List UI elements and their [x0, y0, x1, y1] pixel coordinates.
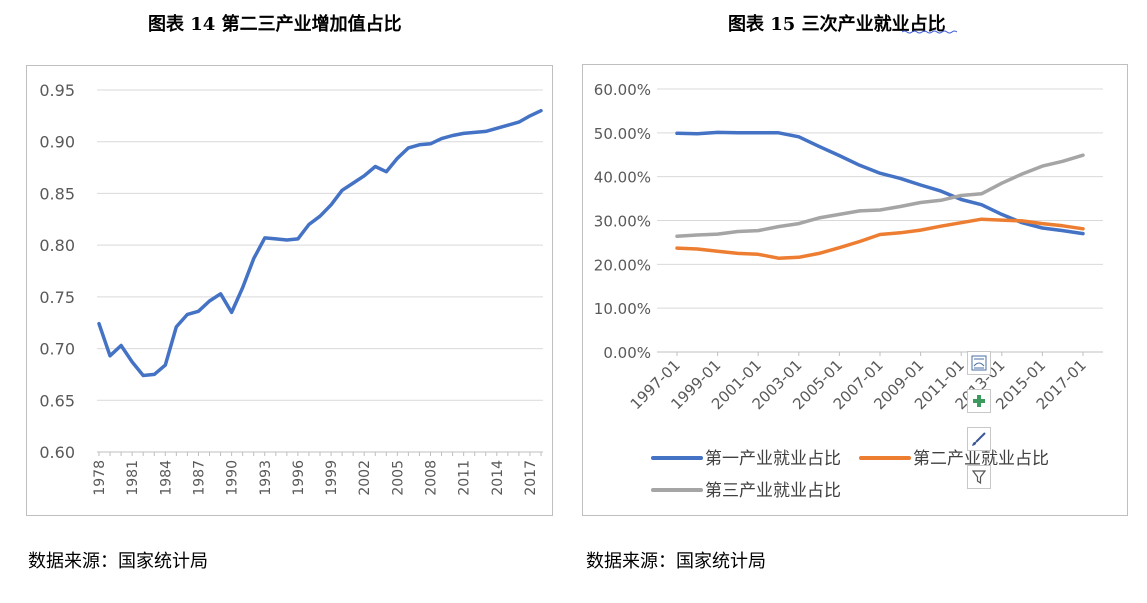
y-tick-label: 30.00% — [594, 213, 651, 231]
x-tick-label: 2014 — [490, 460, 506, 496]
x-tick-label: 1996 — [291, 460, 307, 496]
x-tick-label: 2017 — [523, 460, 539, 496]
x-tick-label: 1981 — [125, 460, 141, 496]
left-chart-area[interactable]: 0.95 0.90 0.85 0.80 0.75 0.70 0.65 0.60 1978 1981… — [26, 65, 553, 516]
left-chart-title: 图表 14 第二三产业增加值占比 — [148, 14, 402, 35]
y-tick-label: 10.00% — [594, 300, 651, 318]
y-tick-label: 0.85 — [39, 184, 75, 203]
series-line-value-added-share — [97, 108, 543, 378]
y-tick-label: 0.65 — [39, 391, 75, 410]
x-tick-label: 2002 — [357, 460, 373, 496]
series-line-secondary-industry — [675, 217, 1085, 260]
x-tick-label: 1978 — [92, 460, 108, 496]
brush-icon — [972, 432, 986, 446]
y-tick-label: 60.00% — [594, 81, 651, 99]
y-tick-label: 0.80 — [39, 236, 75, 255]
x-tick-label: 1999 — [324, 460, 340, 496]
right-source-note: 数据来源：国家统计局 — [586, 551, 766, 572]
x-tick-label: 1984 — [158, 460, 174, 496]
y-tick-label: 0.00% — [603, 344, 651, 362]
plus-icon — [973, 395, 985, 407]
series-line-primary-industry — [675, 130, 1085, 236]
y-tick-label: 50.00% — [594, 125, 651, 143]
x-tick-label: 2011 — [457, 460, 473, 496]
chart-filters-button[interactable] — [967, 465, 991, 489]
left-chart-svg: 0.95 0.90 0.85 0.80 0.75 0.70 0.65 0.60 1978 1981… — [39, 81, 543, 496]
y-tick-label: 20.00% — [594, 256, 651, 274]
y-tick-label: 0.95 — [39, 81, 75, 100]
right-chart-area[interactable]: 60.00% 50.00% 40.00% 30.00% 20.00% 10.00% 0.00… — [582, 64, 1128, 516]
legend-item-primary-label: 第一产业就业占比 — [705, 449, 841, 469]
y-tick-label: 0.75 — [39, 288, 75, 307]
series-line-tertiary-industry — [675, 153, 1085, 239]
y-tick-label: 40.00% — [594, 169, 651, 187]
legend-item-secondary-label: 第二产业就业占比 — [913, 449, 1049, 469]
y-tick-label: 0.70 — [39, 340, 75, 359]
x-tick-label: 2005 — [390, 460, 406, 496]
x-tick-label: 1987 — [191, 460, 207, 496]
chart-styles-button[interactable] — [967, 427, 991, 451]
x-tick-label: 2008 — [424, 460, 440, 496]
right-chart-svg: 60.00% 50.00% 40.00% 30.00% 20.00% 10.00% 0.00… — [594, 81, 1103, 501]
x-tick-label: 1993 — [258, 460, 274, 496]
chart-layout-icon — [971, 355, 987, 371]
filter-icon — [971, 470, 987, 485]
y-tick-label: 0.60 — [39, 443, 75, 462]
spellcheck-underline — [902, 30, 957, 34]
x-tick-label: 1990 — [225, 460, 241, 496]
y-tick-label: 0.90 — [39, 133, 75, 152]
legend-item-tertiary-label: 第三产业就业占比 — [705, 481, 841, 501]
right-chart-title: 图表 15 三次产业就业占比 — [728, 14, 946, 35]
chart-layout-button[interactable] — [967, 351, 991, 375]
left-source-note: 数据来源：国家统计局 — [28, 551, 208, 572]
chart-elements-button[interactable] — [967, 389, 991, 413]
